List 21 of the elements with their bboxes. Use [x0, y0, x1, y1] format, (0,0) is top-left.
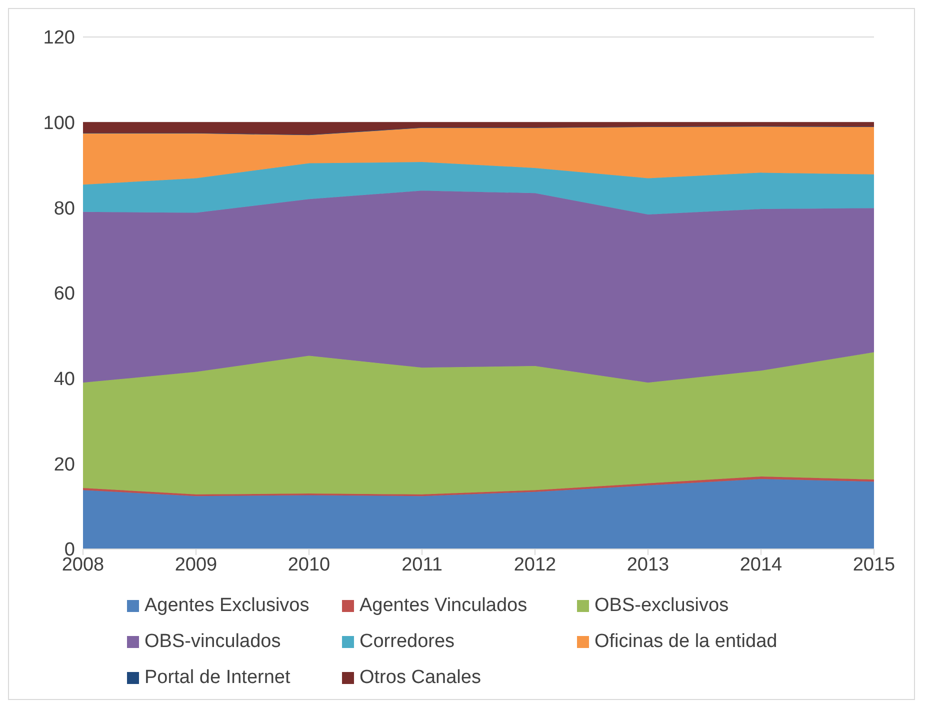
x-tick-label: 2015 — [852, 554, 896, 576]
x-tick-label: 2013 — [626, 554, 670, 576]
legend-label: Portal de Internet — [144, 667, 292, 689]
x-tick-label: 2009 — [174, 554, 218, 576]
y-tick-label: 100 — [43, 113, 75, 134]
x-tick-label: 2010 — [288, 554, 330, 576]
y-tick-label: 80 — [54, 198, 75, 220]
legend-label: Oficinas de la entidad — [594, 631, 778, 653]
y-tick-label: 40 — [54, 369, 75, 390]
x-tick-label: 2011 — [402, 554, 442, 576]
legend-label: Corredores — [358, 631, 456, 653]
legend-label: Agentes Exclusivos — [144, 595, 310, 617]
legend-label: Otros Canales — [358, 667, 482, 689]
y-tick-label: 60 — [54, 284, 75, 305]
x-tick-label: 2014 — [740, 554, 783, 576]
y-tick-label: 120 — [43, 28, 75, 49]
legend-label: OBS-exclusivos — [594, 595, 730, 617]
legend-label: Agentes Vinculados — [358, 595, 528, 617]
x-tick-label: 2012 — [514, 554, 556, 576]
y-tick-label: 20 — [54, 454, 75, 476]
legend-label: OBS-vinculados — [144, 631, 282, 653]
